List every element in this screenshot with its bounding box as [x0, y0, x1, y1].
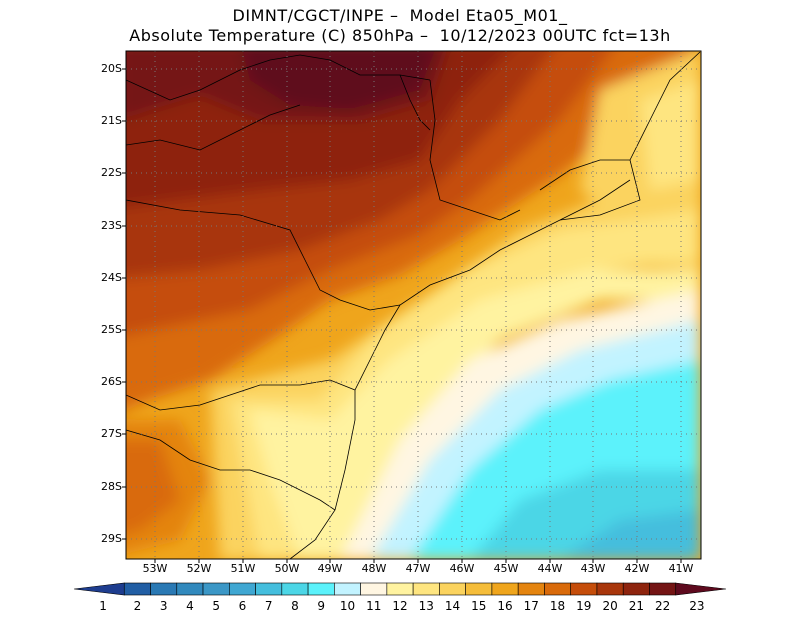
colorbar-label: 10 [339, 599, 356, 613]
colorbar-label: 9 [317, 599, 326, 613]
coastline-and-borders [126, 51, 701, 559]
lat-label: 29S [101, 532, 122, 545]
lat-label: 27S [101, 427, 122, 440]
colorbar-swatch [386, 582, 414, 596]
lon-label: 45W [493, 562, 519, 575]
colorbar-swatch [202, 582, 230, 596]
colorbar [73, 582, 727, 596]
lon-label: 41W [668, 562, 694, 575]
colorbar-label: 4 [186, 599, 194, 613]
colorbar-swatch [334, 582, 361, 596]
colorbar-swatch [570, 582, 598, 596]
temperature-field [126, 51, 701, 559]
lat-label: 25S [101, 323, 122, 336]
colorbar-label: 20 [602, 599, 618, 613]
colorbar-label: 6 [238, 599, 247, 613]
lat-label: 26S [101, 375, 122, 388]
colorbar-label: 18 [549, 599, 566, 613]
lat-label: 21S [101, 114, 122, 127]
colorbar-label: 2 [133, 599, 142, 613]
map-frame [125, 50, 702, 560]
colorbar-label: 14 [444, 599, 461, 613]
colorbar-label: 22 [654, 599, 671, 613]
colorbar-label: 8 [291, 599, 299, 613]
colorbar-label: 13 [418, 599, 434, 613]
map-grid [126, 51, 701, 559]
map-title-line-1: DIMNT/CGCT/INPE – Model Eta05_M01_ [232, 6, 568, 25]
colorbar-swatch [649, 582, 677, 596]
lat-label: 24S [101, 271, 122, 284]
colorbar-swatch [123, 582, 151, 596]
colorbar-swatch [491, 582, 519, 596]
colorbar-swatch [544, 582, 571, 596]
lon-label: 49W [317, 562, 343, 575]
colorbar-swatch [517, 582, 545, 596]
lon-label: 51W [230, 562, 256, 575]
map-title-line-2: Absolute Temperature (C) 850hPa – 10/12/… [129, 26, 671, 45]
colorbar-label: 3 [159, 599, 168, 613]
lat-label: 28S [101, 480, 122, 493]
colorbar-label: 1 [99, 599, 107, 613]
colorbar-label: 12 [392, 599, 408, 613]
colorbar-swatch [150, 582, 178, 596]
colorbar-swatch [465, 582, 493, 596]
colorbar-swatch [596, 582, 624, 596]
lat-label: 22S [101, 166, 122, 179]
colorbar-swatch [360, 582, 388, 596]
colorbar-label: 15 [471, 599, 487, 613]
axis-ticks [122, 68, 682, 563]
colorbar-swatch [255, 582, 283, 596]
colorbar-label: 5 [212, 599, 220, 613]
colorbar-label: 7 [264, 599, 273, 613]
lon-label: 43W [580, 562, 606, 575]
lon-label: 48W [361, 562, 387, 575]
colorbar-label: 11 [366, 599, 382, 613]
lon-label: 46W [449, 562, 475, 575]
colorbar-swatch [439, 582, 466, 596]
lon-label: 52W [186, 562, 212, 575]
lon-label: 42W [624, 562, 650, 575]
colorbar-label: 19 [576, 599, 592, 613]
colorbar-swatch [281, 582, 309, 596]
lon-label: 47W [405, 562, 431, 575]
colorbar-swatch [176, 582, 204, 596]
lon-label: 53W [142, 562, 168, 575]
colorbar-swatch [229, 582, 256, 596]
colorbar-swatch [412, 582, 440, 596]
lon-label: 50W [274, 562, 300, 575]
colorbar-swatch [307, 582, 335, 596]
colorbar-swatch [675, 582, 727, 596]
lat-label: 20S [101, 62, 122, 75]
lat-label: 23S [101, 219, 122, 232]
colorbar-swatch [622, 582, 650, 596]
colorbar-label: 21 [628, 599, 644, 613]
colorbar-label: 23 [689, 599, 705, 613]
colorbar-swatch [73, 582, 125, 596]
lon-label: 44W [537, 562, 563, 575]
colorbar-label: 17 [523, 599, 539, 613]
colorbar-label: 16 [497, 599, 513, 613]
